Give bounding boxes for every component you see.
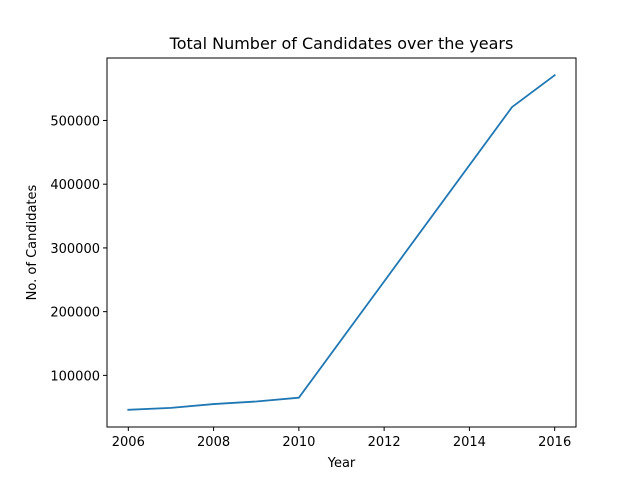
y-tick-label: 300000 <box>50 242 100 257</box>
x-axis-ticks: 2006 2008 2010 2012 2014 2016 <box>112 427 571 450</box>
x-tick-label: 2016 <box>538 435 571 450</box>
y-tick-label: 400000 <box>50 178 100 193</box>
y-tick-label: 500000 <box>50 114 100 129</box>
x-tick-label: 2014 <box>453 435 486 450</box>
y-tick-label: 200000 <box>50 306 100 321</box>
plot-area <box>107 58 576 427</box>
plot-frame <box>106 57 577 428</box>
y-tick-label: 100000 <box>50 369 100 384</box>
series-layer <box>127 73 556 411</box>
x-tick-label: 2010 <box>282 435 315 450</box>
x-tick-label: 2006 <box>112 435 145 450</box>
y-axis-ticks: 100000 200000 300000 400000 500000 <box>50 114 107 384</box>
x-tick-label: 2012 <box>368 435 401 450</box>
y-axis-label: No. of Candidates <box>25 184 40 300</box>
x-tick-label: 2008 <box>197 435 230 450</box>
x-axis-label: Year <box>327 456 356 471</box>
chart-title: Total Number of Candidates over the year… <box>169 34 514 53</box>
series-line-0 <box>127 73 556 411</box>
